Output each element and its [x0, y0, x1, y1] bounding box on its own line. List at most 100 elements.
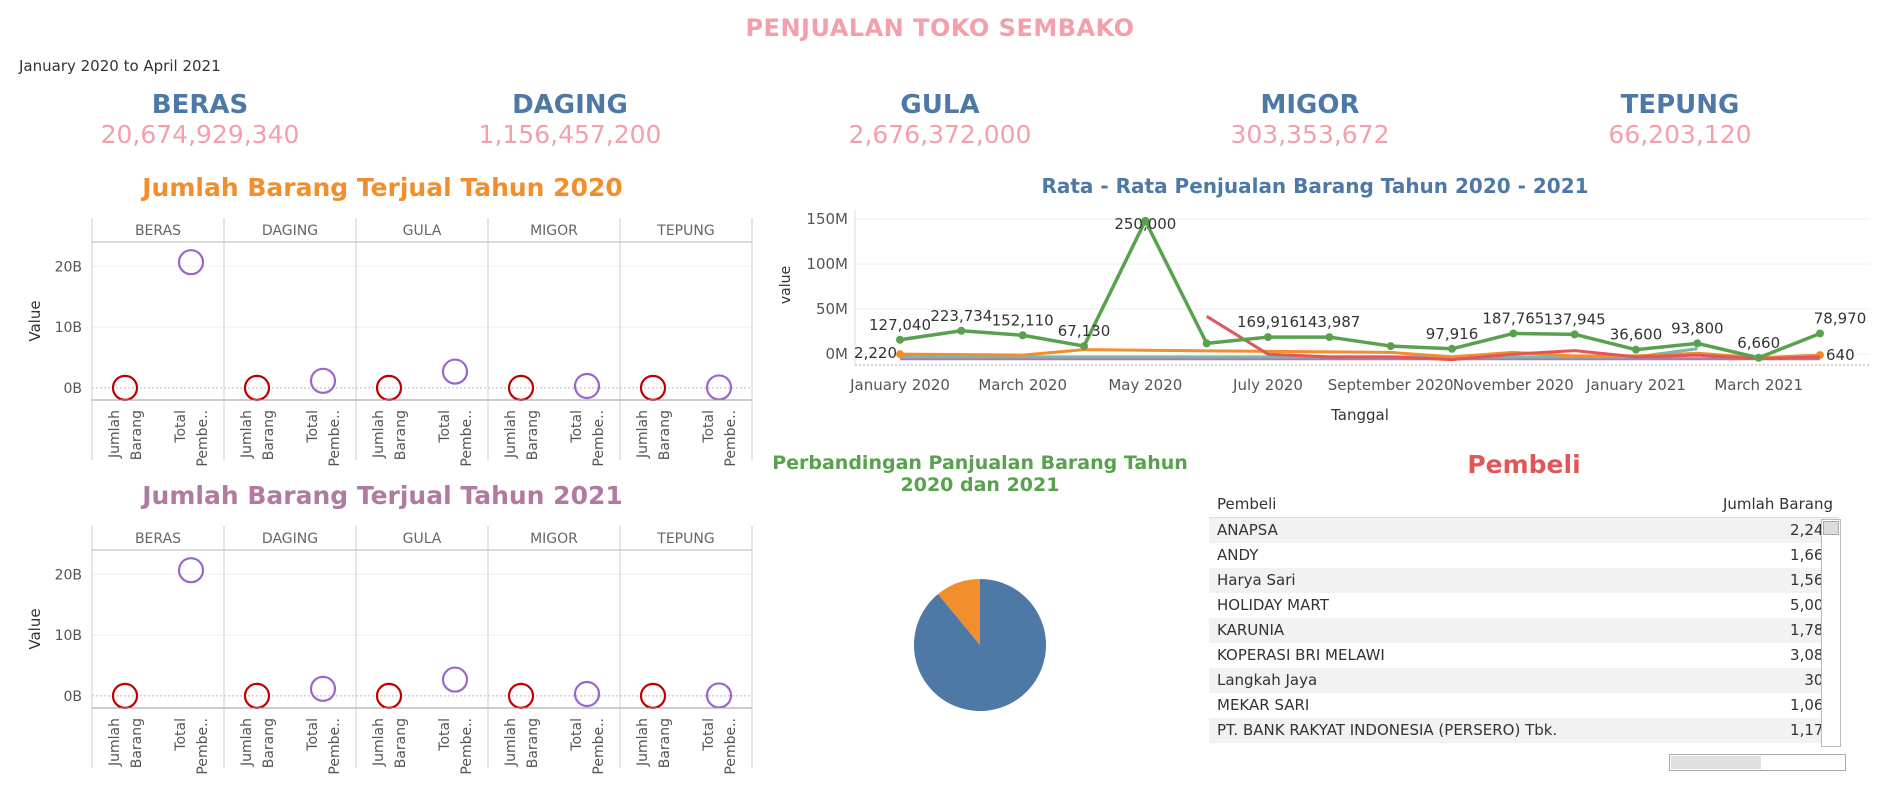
scatter-chart-2021: Value 0B 10B 20B BERAS Jumlah Barang Total Pembe…	[26, 526, 753, 775]
x-tick-label: Total	[173, 410, 189, 444]
panel-header-beras: BERAS	[135, 531, 181, 547]
x-tick-label: Total	[701, 410, 717, 444]
pie-chart-title: Perbandingan Panjualan Barang Tahun 2020…	[772, 452, 1188, 496]
y-axis-label: Value	[26, 608, 44, 649]
buyer-name: HOLIDAY MART	[1217, 596, 1329, 614]
x-tick-label: Barang	[657, 410, 673, 460]
column-header-jumlah[interactable]: Jumlah Barang	[1722, 495, 1833, 513]
panel-header-daging: DAGING	[262, 223, 318, 239]
kpi-name: MIGOR	[1260, 90, 1360, 120]
table-row[interactable]: KARUNIA 1,780	[1209, 618, 1839, 643]
x-tick-label: Total	[305, 718, 321, 752]
marker-tepung-total	[705, 682, 733, 709]
x-tick-label: January 2020	[849, 376, 950, 394]
data-label: 93,800	[1671, 319, 1724, 337]
data-label: 640	[1826, 346, 1855, 364]
table-row[interactable]: Langkah Jaya 300	[1209, 668, 1839, 693]
x-tick-label: March 2021	[1714, 376, 1803, 394]
panel-header-tepung: TEPUNG	[656, 223, 714, 239]
buyer-name: PT. BANK RAKYAT INDONESIA (PERSERO) Tbk.	[1217, 721, 1558, 739]
x-tick-label: Total	[569, 718, 585, 752]
x-tick-label: Barang	[129, 410, 145, 460]
y-tick-label: 10B	[55, 320, 82, 336]
panel-header-migor: MIGOR	[530, 531, 578, 547]
x-tick-label: Pembe..	[195, 718, 211, 775]
kpi-daging: DAGING 1,156,457,200	[420, 90, 720, 150]
panel-header-tepung: TEPUNG	[656, 531, 714, 547]
panel-header-gula: GULA	[403, 531, 442, 547]
point-green	[1080, 342, 1088, 351]
y-tick-label: 100M	[806, 255, 848, 273]
marker-migor-total	[573, 372, 601, 400]
x-tick-label: Barang	[393, 410, 409, 460]
data-label: 78,970	[1814, 309, 1867, 327]
point-green	[896, 335, 904, 344]
data-label: 137,945	[1544, 310, 1606, 328]
x-tick-label: Total	[437, 718, 453, 752]
buyer-name: MEKAR SARI	[1217, 696, 1310, 714]
buyer-name: Langkah Jaya	[1217, 671, 1318, 689]
x-tick-label: Jumlah	[239, 410, 255, 459]
hscroll-thumb[interactable]	[1671, 756, 1761, 769]
table-row[interactable]: Harya Sari 1,560	[1209, 568, 1839, 593]
x-tick-label: Barang	[261, 718, 277, 768]
x-tick-label: Jumlah	[371, 718, 387, 767]
marker-migor-total	[573, 680, 601, 708]
data-label: 2,220	[854, 344, 897, 362]
x-tick-label: Jumlah	[107, 410, 123, 459]
x-tick-label: Barang	[261, 410, 277, 460]
point-green	[1264, 333, 1272, 342]
x-tick-label: Pembe..	[591, 718, 607, 775]
table-row[interactable]: ANDY 1,660	[1209, 543, 1839, 568]
point-green	[1325, 333, 1334, 342]
kpi-migor: MIGOR 303,353,672	[1160, 90, 1460, 150]
point-green	[957, 326, 966, 335]
kpi-name: GULA	[900, 90, 980, 120]
table-row[interactable]: HOLIDAY MART 5,000	[1209, 593, 1839, 618]
x-tick-label: Jumlah	[503, 718, 519, 767]
column-header-pembeli[interactable]: Pembeli	[1217, 495, 1277, 513]
point-green	[1386, 342, 1395, 351]
panel-header-daging: DAGING	[262, 531, 318, 547]
x-tick-label: May 2020	[1108, 376, 1182, 394]
horizontal-scrollbar[interactable]	[1669, 754, 1846, 771]
point-green	[1693, 339, 1702, 348]
x-tick-label: Total	[305, 410, 321, 444]
data-label: 6,660	[1737, 334, 1780, 352]
table-row[interactable]: KOPERASI BRI MELAWI 3,084	[1209, 643, 1839, 668]
point-green	[1141, 216, 1150, 225]
marker-gula-total	[441, 666, 469, 693]
x-tick-label: Total	[173, 718, 189, 752]
data-label: 36,600	[1610, 326, 1663, 344]
table-body: ANAPSA 2,245 ANDY 1,660 Harya Sari 1,560 HOLID…	[1209, 518, 1839, 743]
data-label: 223,734	[930, 307, 992, 325]
y-tick-label: 0M	[826, 345, 849, 363]
x-tick-label: Jumlah	[503, 410, 519, 459]
y-tick-label: 50M	[816, 300, 848, 318]
table-row[interactable]: PT. BANK RAKYAT INDONESIA (PERSERO) Tbk.…	[1209, 718, 1839, 743]
x-tick-label: January 2021	[1585, 376, 1686, 394]
kpi-name: DAGING	[512, 90, 628, 120]
table-scrollbar[interactable]	[1821, 519, 1841, 747]
data-label: 127,040	[869, 316, 931, 334]
y-tick-label: 20B	[55, 567, 82, 583]
kpi-value: 66,203,120	[1608, 120, 1752, 149]
x-tick-label: March 2020	[978, 376, 1067, 394]
table-row[interactable]: ANAPSA 2,245	[1209, 518, 1839, 543]
pie-slice-2020	[914, 579, 1046, 711]
kpi-value: 303,353,672	[1230, 120, 1390, 149]
panel-header-beras: BERAS	[135, 223, 181, 239]
date-range: January 2020 to April 2021	[19, 57, 221, 75]
marker-daging-total	[309, 367, 337, 394]
chart-2021-title: Jumlah Barang Terjual Tahun 2021	[142, 481, 623, 510]
scroll-thumb[interactable]	[1823, 521, 1839, 535]
marker-daging-total	[309, 675, 337, 702]
table-row[interactable]: MEKAR SARI 1,060	[1209, 693, 1839, 718]
x-axis-label: Tanggal	[1330, 406, 1389, 424]
buyer-name: ANAPSA	[1217, 521, 1278, 539]
buyer-name: Harya Sari	[1217, 571, 1296, 589]
x-tick-label: Barang	[393, 718, 409, 768]
x-tick-label: Jumlah	[239, 718, 255, 767]
dashboard-title: PENJUALAN TOKO SEMBAKO	[745, 14, 1135, 42]
x-tick-label: Pembe..	[459, 410, 475, 467]
